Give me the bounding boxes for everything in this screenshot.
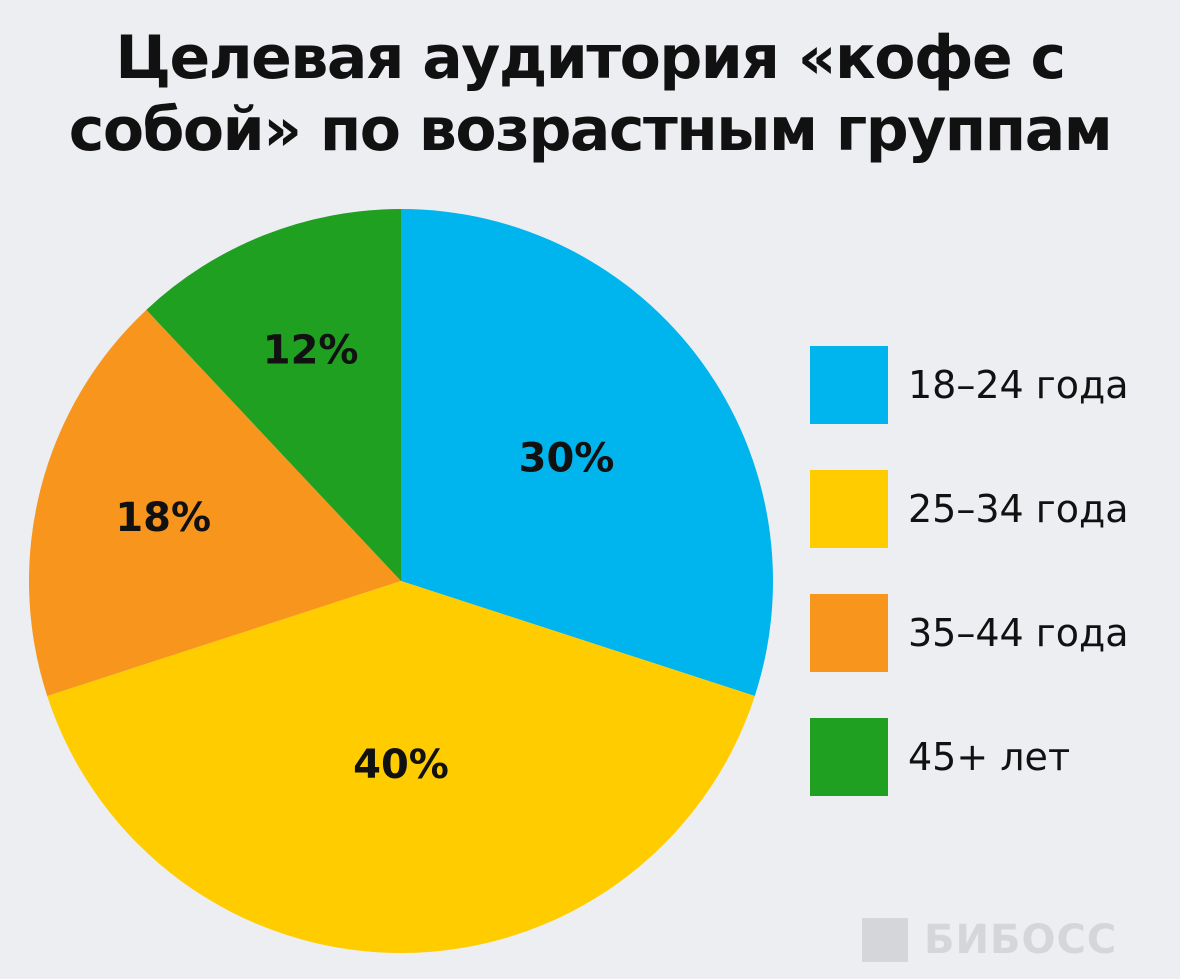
pie-slice-label-2: 40% xyxy=(353,742,449,788)
legend-label: 18–24 года xyxy=(908,363,1129,407)
legend-swatch xyxy=(810,346,888,424)
pie-slice-4 xyxy=(146,208,401,581)
legend-label: 25–34 года xyxy=(908,487,1129,531)
pie-slice-3 xyxy=(29,309,402,696)
pie-slice-label-4: 12% xyxy=(263,328,359,374)
chart-title-line-2: собой» по возрастным группам xyxy=(68,95,1113,165)
watermark-logo-icon xyxy=(862,918,908,962)
legend-swatch xyxy=(810,718,888,796)
legend-swatch xyxy=(810,470,888,548)
legend-item: 45+ лет xyxy=(810,718,1170,796)
pie-slice-label-1: 30% xyxy=(519,436,615,482)
pie-slice-label-3: 18% xyxy=(115,495,211,541)
legend-label: 35–44 года xyxy=(908,611,1129,655)
pie-slice-2 xyxy=(47,581,755,954)
watermark-text: БИБОСС xyxy=(924,917,1118,963)
legend-item: 35–44 года xyxy=(810,594,1170,672)
legend-item: 25–34 года xyxy=(810,470,1170,548)
legend-label: 45+ лет xyxy=(908,735,1071,779)
pie-slices xyxy=(29,208,773,954)
legend-swatch xyxy=(810,594,888,672)
chart-title-line-1: Целевая аудитория «кофе с xyxy=(115,23,1066,93)
legend-item: 18–24 года xyxy=(810,346,1170,424)
pie-slice-1 xyxy=(401,209,773,696)
pie-slice-labels: 30% 40% 18% 12% xyxy=(115,328,614,788)
watermark: БИБОСС xyxy=(862,915,1162,965)
chart-title: Целевая аудитория «кофе с собой» по возр… xyxy=(0,22,1180,166)
